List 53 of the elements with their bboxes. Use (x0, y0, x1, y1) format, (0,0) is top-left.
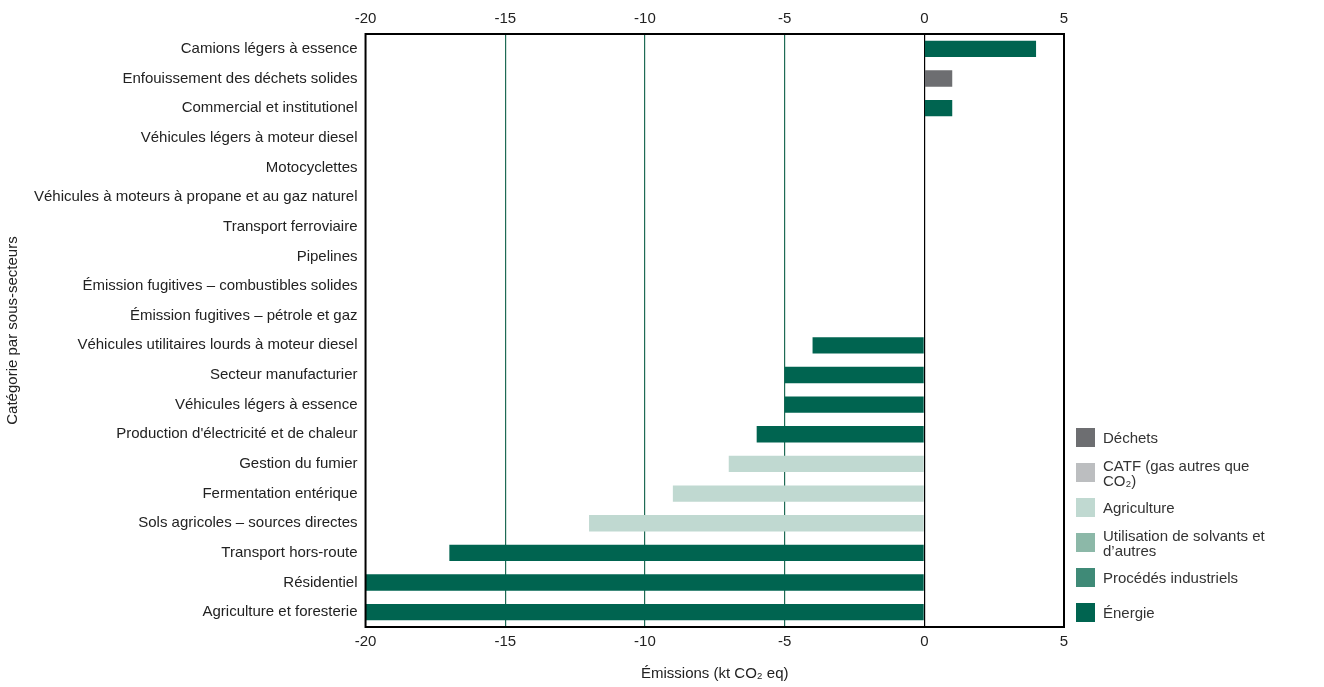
x2-tick-label: 5 (1059, 9, 1069, 27)
y-tick-label: Véhicules légers à moteur diesel (140, 127, 358, 145)
bar (365, 574, 924, 591)
legend-label: CATF (gas autres que CO₂) (1103, 456, 1251, 489)
bar (589, 515, 924, 532)
x2-tick-label: -5 (777, 9, 792, 27)
y-tick-label: Motocyclettes (265, 157, 358, 175)
legend-label: Utilisation de solvants et d’autres (1103, 526, 1266, 559)
y-tick-label: Gestion du fumier (239, 454, 358, 472)
x-axis-title: Émissions (kt CO₂ eq) (641, 664, 789, 682)
bar (672, 485, 924, 502)
bar (924, 99, 953, 117)
y-tick-label: Émission fugitives – pétrole et gaz (129, 305, 358, 323)
y-tick-label: Transport ferroviaire (223, 216, 358, 234)
y-tick-label: Transport hors-route (221, 543, 358, 561)
y-tick-label: Agriculture et foresterie (202, 602, 358, 620)
x2-tick-label: -20 (354, 9, 377, 27)
legend-label: Déchets (1103, 429, 1159, 446)
bar (365, 604, 924, 621)
y-tick-label: Commercial et institutionel (181, 98, 358, 116)
x2-tick-label: -10 (634, 9, 656, 27)
y-tick-label: Camions légers à essence (180, 38, 358, 56)
bar (784, 366, 924, 384)
bar (756, 426, 924, 443)
y-tick-label: Émission fugitives – combustibles solides (82, 276, 358, 294)
x2-tick-label: -15 (494, 9, 517, 27)
bar (728, 455, 924, 473)
x-tick-label: -10 (634, 632, 656, 650)
y-tick-label: Véhicules légers à essence (174, 394, 358, 412)
bar (924, 70, 953, 87)
x2-tick-label: 0 (920, 9, 929, 27)
y-tick-label: Pipelines (296, 246, 358, 264)
bar (784, 396, 924, 413)
x-tick-label: 0 (920, 632, 929, 650)
legend-label: Procédés industriels (1103, 569, 1239, 586)
y-tick-label: Secteur manufacturier (209, 365, 358, 383)
x-tick-label: 5 (1059, 632, 1069, 650)
legend-label: Énergie (1103, 604, 1155, 621)
y-tick-label: Enfouissement des déchets solides (122, 68, 358, 86)
bar (449, 544, 924, 562)
y-axis-title: Catégorie par sous-secteurs (3, 236, 21, 425)
x-tick-label: -15 (494, 632, 517, 650)
x-tick-label: -5 (777, 632, 792, 650)
y-tick-label: Véhicules utilitaires lourds à moteur diesel (77, 335, 358, 353)
bar (924, 40, 1037, 57)
x-tick-label: -20 (354, 632, 377, 650)
y-tick-label: Production d'électricité et de chaleur (116, 424, 358, 442)
y-tick-label: Résidentiel (283, 572, 358, 590)
y-tick-label: Fermentation entérique (202, 483, 358, 501)
y-tick-label: Sols agricoles – sources directes (138, 513, 358, 531)
bar (812, 337, 924, 354)
legend-label: Agriculture (1103, 499, 1175, 516)
y-tick-label: Véhicules à moteurs à propane et au gaz naturel (33, 187, 358, 205)
